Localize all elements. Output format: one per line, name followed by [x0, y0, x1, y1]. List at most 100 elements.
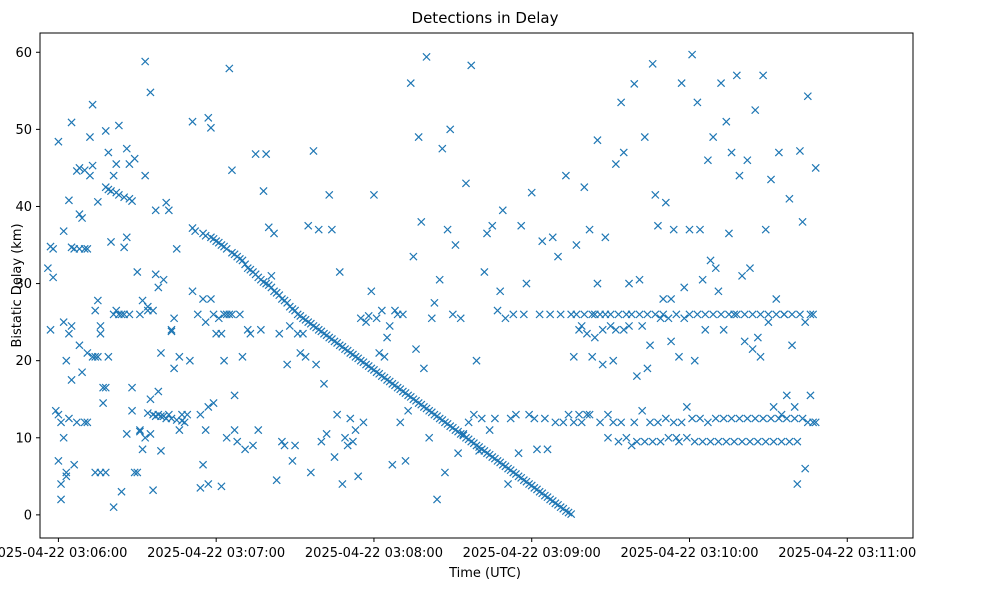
- data-point: [409, 252, 418, 261]
- data-point: [527, 188, 536, 197]
- data-point: [648, 437, 657, 446]
- data-point: [714, 287, 723, 296]
- data-point: [530, 414, 539, 423]
- data-point: [709, 310, 718, 319]
- data-point: [64, 329, 73, 338]
- data-point: [730, 310, 739, 319]
- data-point: [461, 179, 471, 188]
- data-point: [156, 348, 165, 357]
- data-point: [78, 214, 87, 223]
- data-point: [199, 460, 208, 469]
- data-point: [88, 100, 97, 109]
- data-point: [220, 356, 229, 365]
- data-point: [759, 414, 768, 423]
- data-point: [648, 59, 657, 68]
- data-point: [630, 79, 639, 88]
- data-point: [156, 412, 165, 421]
- data-point: [101, 468, 110, 477]
- data-point: [498, 206, 507, 215]
- data-point: [577, 418, 586, 427]
- data-point: [732, 310, 741, 319]
- data-point: [598, 325, 607, 334]
- data-point: [75, 210, 84, 219]
- data-point: [703, 418, 712, 427]
- data-point: [351, 426, 360, 435]
- data-point: [496, 287, 505, 296]
- data-point: [722, 117, 731, 126]
- data-point: [632, 437, 641, 446]
- data-point: [80, 418, 89, 427]
- data-point: [811, 163, 820, 172]
- data-point: [514, 449, 523, 458]
- data-point: [659, 294, 668, 304]
- data-point: [740, 337, 749, 346]
- data-point: [133, 267, 142, 277]
- data-point: [106, 237, 116, 246]
- data-point: [64, 196, 73, 205]
- data-point: [490, 414, 499, 423]
- data-point: [112, 306, 121, 315]
- data-point: [201, 231, 210, 240]
- data-point: [690, 356, 699, 365]
- data-point: [91, 306, 100, 315]
- data-point: [375, 348, 384, 357]
- data-point: [772, 310, 781, 319]
- x-tick-label: 2025-04-22 03:08:00: [305, 546, 443, 561]
- data-point: [49, 273, 58, 282]
- data-point: [54, 137, 63, 146]
- data-point: [106, 187, 116, 196]
- data-point: [561, 171, 570, 180]
- data-point: [582, 410, 591, 419]
- data-point: [714, 437, 723, 446]
- data-point: [614, 310, 623, 319]
- data-point: [57, 495, 66, 504]
- data-point: [385, 321, 394, 331]
- data-point: [70, 460, 79, 469]
- data-point: [335, 267, 344, 277]
- data-point: [96, 329, 105, 338]
- data-point: [622, 433, 631, 442]
- data-point: [312, 360, 321, 369]
- data-point: [643, 364, 652, 373]
- x-tick-label: 2025-04-22 03:07:00: [147, 546, 285, 561]
- data-point: [575, 410, 584, 419]
- data-point: [154, 387, 163, 396]
- y-tick-label: 10: [15, 431, 32, 446]
- data-point: [433, 495, 442, 504]
- data-point: [230, 391, 239, 400]
- data-point: [238, 352, 247, 361]
- data-point: [540, 414, 549, 423]
- data-point: [680, 283, 689, 292]
- data-point: [585, 410, 594, 419]
- data-point: [120, 243, 129, 252]
- data-point: [159, 275, 168, 284]
- data-point: [601, 233, 610, 242]
- data-point: [167, 327, 176, 336]
- data-point: [672, 433, 681, 442]
- data-point: [225, 64, 234, 73]
- data-point: [777, 410, 786, 419]
- data-point: [632, 372, 641, 381]
- data-point: [80, 244, 89, 253]
- data-point: [283, 298, 292, 307]
- data-point: [96, 321, 105, 331]
- data-point: [588, 310, 597, 319]
- data-point: [83, 348, 92, 357]
- data-point: [606, 310, 615, 319]
- data-point: [451, 240, 460, 250]
- data-point: [59, 318, 68, 327]
- y-tick-label: 50: [15, 123, 32, 138]
- x-tick-label: 2025-04-22 03:09:00: [463, 546, 601, 561]
- data-point: [67, 118, 76, 127]
- data-point: [727, 414, 736, 423]
- data-point: [411, 345, 421, 354]
- data-point: [617, 98, 626, 107]
- data-point: [677, 79, 686, 88]
- data-markers: [43, 50, 820, 519]
- data-point: [593, 279, 602, 288]
- data-point: [546, 310, 555, 319]
- data-point: [222, 244, 231, 253]
- data-point: [141, 171, 150, 180]
- data-point: [785, 437, 794, 446]
- data-point: [209, 310, 218, 319]
